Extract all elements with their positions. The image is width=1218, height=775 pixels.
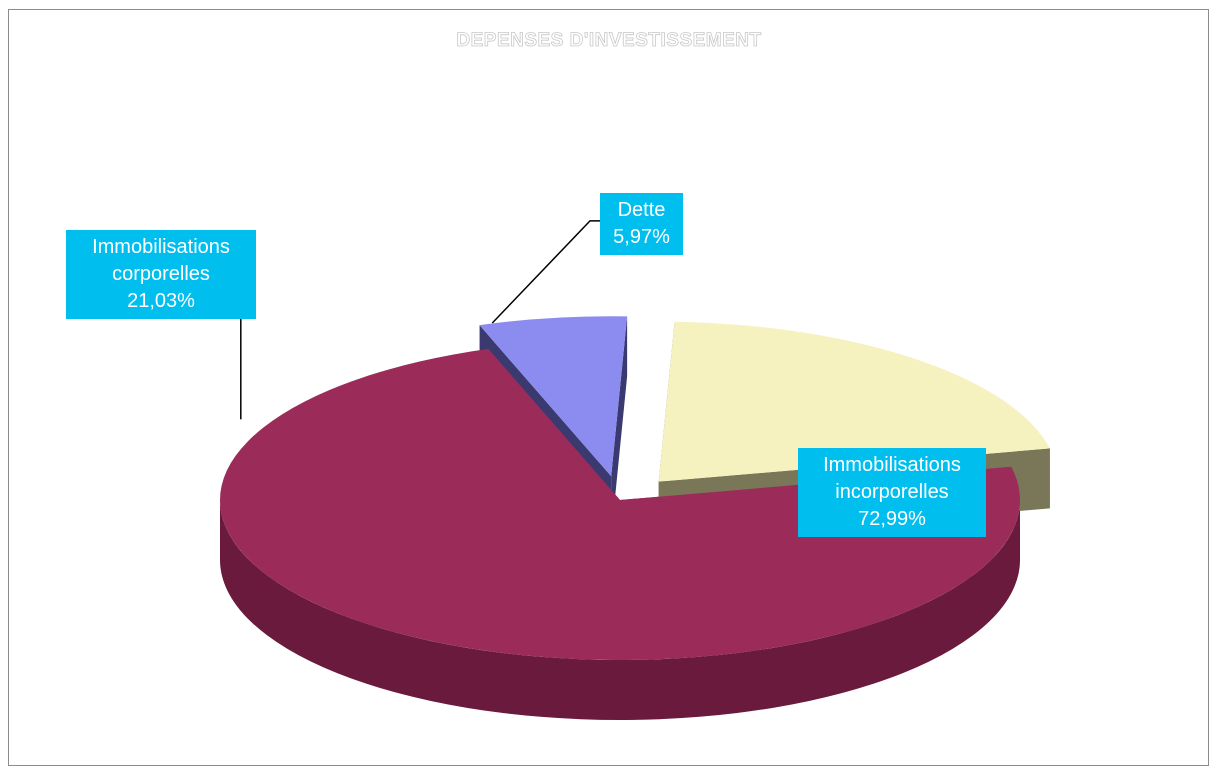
label-value: 72,99% <box>858 508 926 530</box>
data-label-dette: Dette 5,97% <box>600 193 683 255</box>
pie-slice-immobilisations-incorporelles <box>219 348 1020 660</box>
label-line: Dette <box>617 199 666 221</box>
label-line: Immobilisations <box>92 236 230 258</box>
chart-title: DEPENSES D'INVESTISSEMENT <box>456 30 762 52</box>
label-line: incorporelles <box>835 481 949 503</box>
data-label-immobilisations-incorporelles: Immobilisations incorporelles 72,99% <box>798 448 986 537</box>
pie-slice-dette <box>479 316 628 477</box>
label-line: corporelles <box>112 263 210 285</box>
label-line: Immobilisations <box>823 454 961 476</box>
leader-line-dette <box>491 220 600 324</box>
label-value: 5,97% <box>613 226 670 248</box>
data-label-immobilisations-corporelles: Immobilisations corporelles 21,03% <box>66 230 256 319</box>
pie-slice-side-dette-end <box>611 316 628 537</box>
label-value: 21,03% <box>127 290 195 312</box>
pie-slice-immobilisations-corporelles <box>658 321 1050 482</box>
pie-slice-side-immobilisations-incorporelles-outer <box>220 500 1020 720</box>
